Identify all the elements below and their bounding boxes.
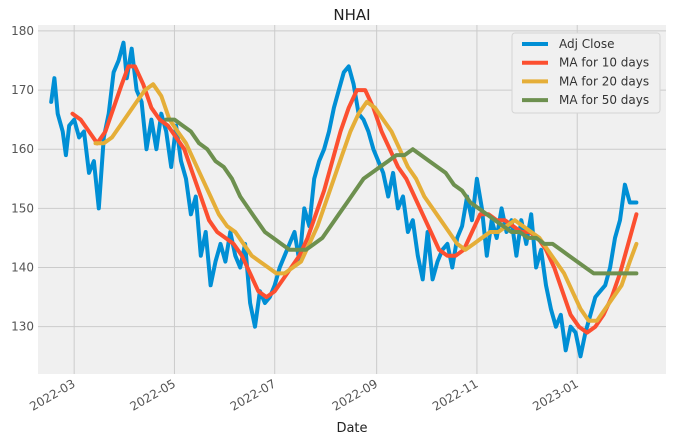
series-lines bbox=[49, 40, 639, 359]
x-tick-label: 2022-05 bbox=[128, 376, 178, 413]
legend: Adj Close MA for 10 days MA for 20 days MA … bbox=[511, 32, 661, 114]
y-tick-label: 150 bbox=[11, 201, 34, 215]
y-tick-labels: 130 140 150 160 170 180 bbox=[11, 24, 34, 334]
series-line-ma-for-50-days bbox=[164, 117, 639, 276]
y-tick-label: 130 bbox=[11, 320, 34, 334]
legend-label: MA for 50 days bbox=[559, 93, 649, 107]
x-tick-label: 2022-07 bbox=[228, 376, 278, 413]
legend-label: MA for 20 days bbox=[559, 74, 649, 88]
x-tick-label: 2022-09 bbox=[330, 376, 380, 413]
legend-box bbox=[511, 32, 661, 114]
series-line-adj-close bbox=[49, 40, 639, 359]
y-tick-label: 160 bbox=[11, 142, 34, 156]
x-tick-label: 2022-03 bbox=[27, 376, 77, 413]
y-tick-label: 140 bbox=[11, 261, 34, 275]
y-tick-label: 180 bbox=[11, 24, 34, 38]
legend-label: MA for 10 days bbox=[559, 56, 649, 70]
x-axis-label: Date bbox=[336, 421, 367, 436]
x-tick-label: 2022-11 bbox=[430, 376, 480, 413]
chart-title: NHAI bbox=[333, 6, 370, 24]
series-line-ma-for-20-days bbox=[93, 82, 639, 323]
x-tick-label: 2023-01 bbox=[530, 376, 580, 413]
x-tick-labels: 2022-03 2022-05 2022-07 2022-09 2022-11 2023-… bbox=[27, 376, 580, 413]
y-tick-label: 170 bbox=[11, 83, 34, 97]
legend-label: Adj Close bbox=[559, 37, 614, 51]
